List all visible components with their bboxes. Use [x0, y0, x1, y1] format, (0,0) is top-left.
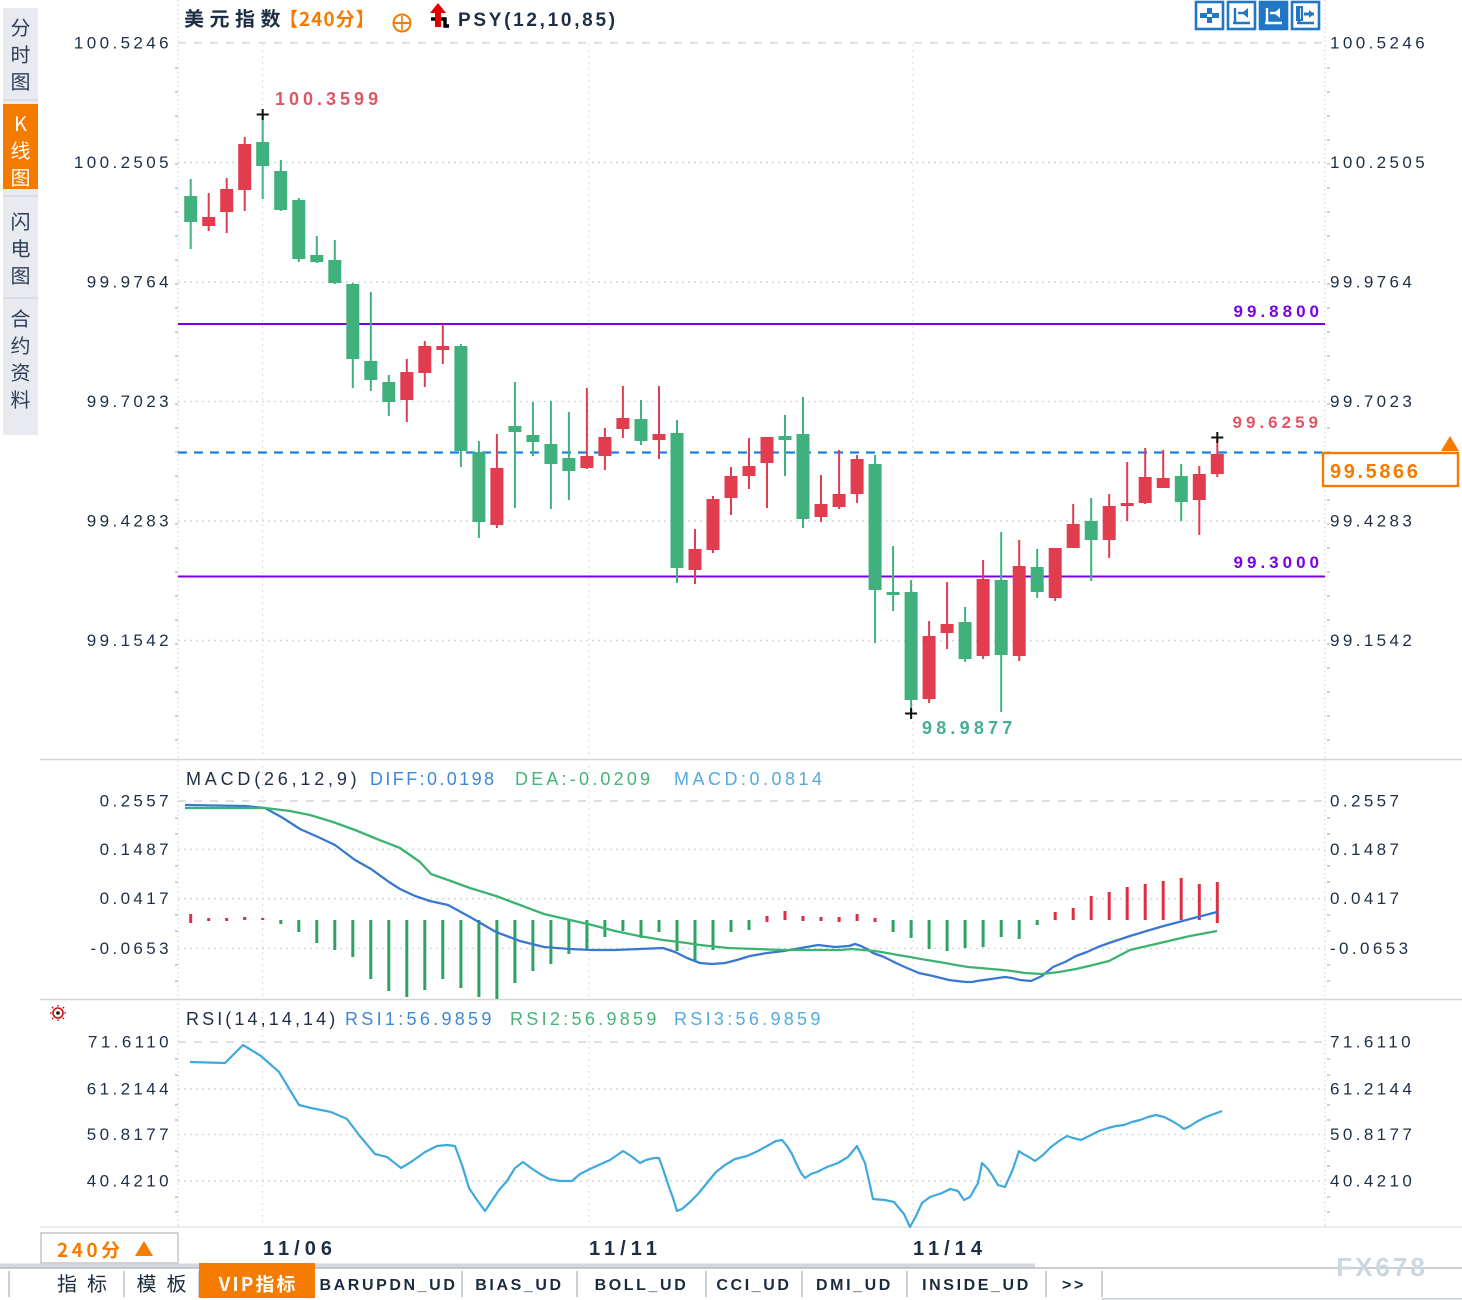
svg-text:11/11: 11/11	[589, 1238, 662, 1260]
svg-text:RSI2:56.9859: RSI2:56.9859	[510, 1009, 660, 1029]
svg-text:MACD(26,12,9): MACD(26,12,9)	[186, 769, 360, 789]
svg-text:99.1542: 99.1542	[87, 631, 172, 650]
svg-text:0.1487: 0.1487	[1330, 840, 1402, 859]
svg-text:-0.0653: -0.0653	[1330, 939, 1411, 958]
svg-text:FX678: FX678	[1336, 1252, 1428, 1282]
svg-text:50.8177: 50.8177	[1330, 1125, 1415, 1144]
svg-text:100.2505: 100.2505	[1330, 153, 1428, 172]
svg-text:50.8177: 50.8177	[87, 1125, 172, 1144]
svg-text:100.3599: 100.3599	[275, 89, 382, 109]
svg-text:BOLL_UD: BOLL_UD	[595, 1277, 689, 1294]
svg-text:DIFF:0.0198: DIFF:0.0198	[370, 769, 496, 789]
svg-text:99.4283: 99.4283	[1330, 512, 1415, 531]
svg-text:RSI(14,14,14): RSI(14,14,14)	[186, 1009, 338, 1029]
svg-text:MACD:0.0814: MACD:0.0814	[674, 769, 826, 789]
svg-text:DEA:-0.0209: DEA:-0.0209	[515, 769, 653, 789]
svg-text:11/14: 11/14	[913, 1238, 987, 1260]
svg-text:99.8800: 99.8800	[1234, 302, 1323, 321]
svg-text:99.1542: 99.1542	[1330, 631, 1415, 650]
svg-text:DMI_UD: DMI_UD	[816, 1277, 893, 1294]
svg-text:61.2144: 61.2144	[87, 1080, 172, 1099]
svg-text:100.2505: 100.2505	[74, 153, 172, 172]
svg-text:99.7023: 99.7023	[87, 392, 172, 411]
svg-text:RSI1:56.9859: RSI1:56.9859	[345, 1009, 495, 1029]
svg-text:PSY(12,10,85): PSY(12,10,85)	[458, 10, 618, 31]
svg-text:99.9764: 99.9764	[87, 273, 172, 292]
svg-text:0.1487: 0.1487	[100, 840, 172, 859]
svg-text:100.5246: 100.5246	[74, 33, 172, 52]
svg-text:99.4283: 99.4283	[87, 512, 172, 531]
svg-text:CCI_UD: CCI_UD	[716, 1277, 791, 1294]
svg-text:99.3000: 99.3000	[1234, 553, 1323, 572]
svg-text:98.9877: 98.9877	[922, 718, 1016, 738]
svg-text:99.5866: 99.5866	[1330, 461, 1421, 483]
svg-text:BARUPDN_UD: BARUPDN_UD	[319, 1277, 457, 1294]
svg-text:100.5246: 100.5246	[1330, 33, 1428, 52]
svg-text:BIAS_UD: BIAS_UD	[475, 1277, 563, 1294]
svg-text:INSIDE_UD: INSIDE_UD	[922, 1277, 1031, 1294]
svg-text:40.4210: 40.4210	[87, 1172, 172, 1191]
svg-text:71.6110: 71.6110	[88, 1033, 172, 1052]
svg-text:99.9764: 99.9764	[1330, 273, 1415, 292]
svg-text:40.4210: 40.4210	[1330, 1172, 1415, 1191]
svg-text:0.0417: 0.0417	[1330, 889, 1402, 908]
svg-text:>>: >>	[1062, 1277, 1086, 1294]
svg-text:0.2557: 0.2557	[1330, 792, 1402, 811]
svg-text:71.6110: 71.6110	[1330, 1033, 1414, 1052]
svg-text:0.2557: 0.2557	[100, 792, 172, 811]
svg-text:11/06: 11/06	[263, 1238, 337, 1260]
svg-text:61.2144: 61.2144	[1330, 1080, 1415, 1099]
svg-text:99.6259: 99.6259	[1233, 413, 1322, 432]
svg-text:-0.0653: -0.0653	[91, 939, 172, 958]
svg-text:0.0417: 0.0417	[100, 889, 172, 908]
svg-text:RSI3:56.9859: RSI3:56.9859	[674, 1009, 824, 1029]
svg-text:99.7023: 99.7023	[1330, 392, 1415, 411]
